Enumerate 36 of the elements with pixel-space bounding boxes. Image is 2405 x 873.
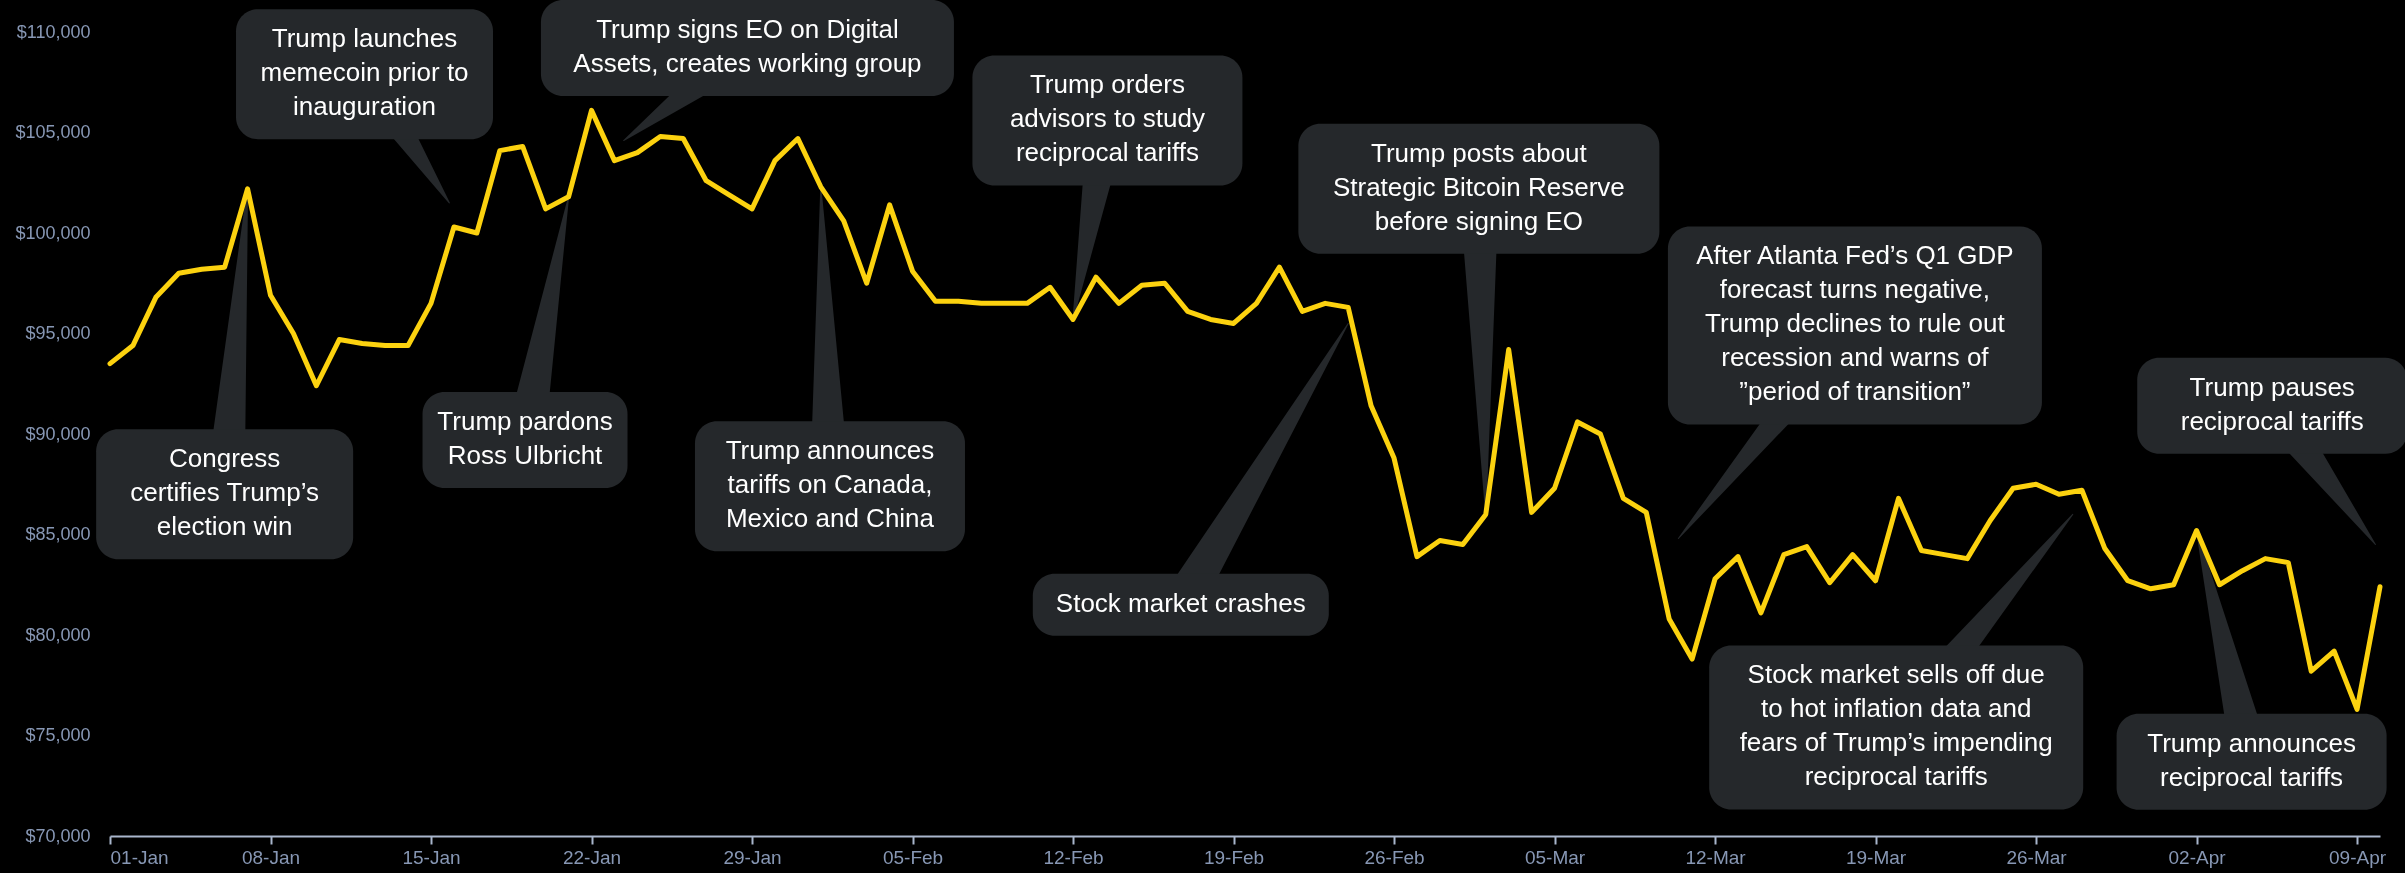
annotation: Trump announces tariffs on Canada, Mexico and China — [725, 435, 935, 534]
x-tick-label: 26-Feb — [1364, 846, 1425, 868]
x-tick-label: 01-Jan — [110, 846, 169, 868]
annotation: Trump announces reciprocal tariffs — [2147, 727, 2356, 792]
x-tick-label: 26-Mar — [2006, 846, 2068, 868]
annotation: Stock market sells off due to hot inflation data and fears of Trump’s impending reciprocal tariffs — [1739, 659, 2053, 792]
x-tick-label: 12-Mar — [1685, 846, 1747, 868]
annotation: Trump launches memecoin prior to inauguration — [260, 23, 469, 122]
y-tick-label: $80,000 — [25, 624, 91, 645]
x-tick-label: 29-Jan — [723, 846, 782, 868]
y-tick-label: $105,000 — [15, 122, 91, 142]
annotation: Congress certifies Trump’s election win — [130, 443, 320, 542]
y-tick-label: $110,000 — [16, 21, 91, 42]
x-tick-label: 05-Feb — [882, 846, 944, 868]
annotation: Trump posts about Strategic Bitcoin Reserve before signing EO — [1332, 137, 1625, 236]
x-tick-label: 22-Jan — [562, 846, 622, 868]
x-tick-label: 09-Apr — [2329, 846, 2387, 868]
annotation: Trump signs EO on Digital Assets, creates working group — [573, 14, 922, 79]
x-tick-label: 05-Mar — [1524, 846, 1586, 868]
y-tick-label: $85,000 — [25, 524, 91, 544]
annotation: Stock market crashes — [1055, 587, 1306, 618]
y-tick-label: $75,000 — [25, 725, 91, 745]
x-tick-label: 02-Apr — [2168, 846, 2227, 868]
y-tick-label: $95,000 — [25, 323, 91, 343]
x-tick-label: 19-Mar — [1845, 846, 1907, 868]
y-tick-label: $70,000 — [25, 825, 91, 846]
x-tick-label: 08-Jan — [241, 846, 301, 868]
x-tick-label: 12-Feb — [1043, 846, 1104, 868]
annotation: Trump orders advisors to study reciprocal tariffs — [1009, 69, 1205, 168]
annotation: Trump pauses reciprocal tariffs — [2180, 371, 2364, 436]
annotation: After Atlanta Fed’s Q1 GDP forecast turns negative, Trump declines to rule out recession and warns of ”period of transition” — [1696, 240, 2014, 407]
y-tick-label: $100,000 — [15, 222, 91, 243]
x-tick-label: 15-Jan — [402, 846, 461, 868]
x-tick-label: 19-Feb — [1203, 846, 1265, 868]
y-tick-label: $90,000 — [25, 423, 91, 444]
annotation: Trump pardons Ross Ulbricht — [437, 406, 613, 471]
